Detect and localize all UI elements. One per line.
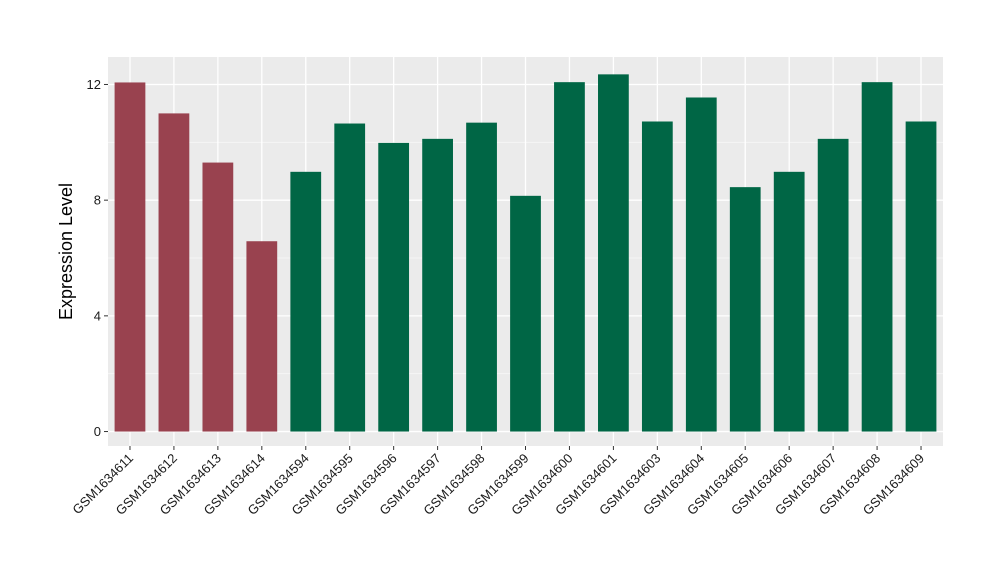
y-axis-title: Expression Level [56,183,76,320]
bar-GSM1634605 [729,187,761,432]
bar-GSM1634604 [685,97,717,432]
bar-GSM1634609 [905,121,937,432]
bar-GSM1634608 [861,82,893,432]
bar-GSM1634606 [773,171,805,432]
y-tick-label: 8 [94,193,101,208]
bar-GSM1634612 [158,113,190,432]
bar-GSM1634595 [334,123,366,432]
bar-GSM1634607 [817,138,849,432]
bar-GSM1634599 [510,195,541,432]
bar-GSM1634611 [114,82,146,432]
bar-GSM1634601 [598,74,629,432]
y-tick-label: 12 [87,77,101,92]
y-tick-label: 4 [94,308,101,323]
bar-GSM1634613 [202,162,234,432]
bar-GSM1634598 [466,122,497,432]
bar-GSM1634603 [641,121,673,432]
bar-GSM1634597 [422,138,453,432]
bars [114,74,937,432]
bar-GSM1634614 [246,241,278,432]
y-tick-label: 0 [94,424,101,439]
x-axis: GSM1634611GSM1634612GSM1634613GSM1634614… [69,446,927,518]
bar-GSM1634596 [378,142,410,432]
bar-GSM1634594 [290,171,322,432]
y-axis: 0 4 8 12 [87,77,108,439]
bar-GSM1634600 [554,82,585,432]
